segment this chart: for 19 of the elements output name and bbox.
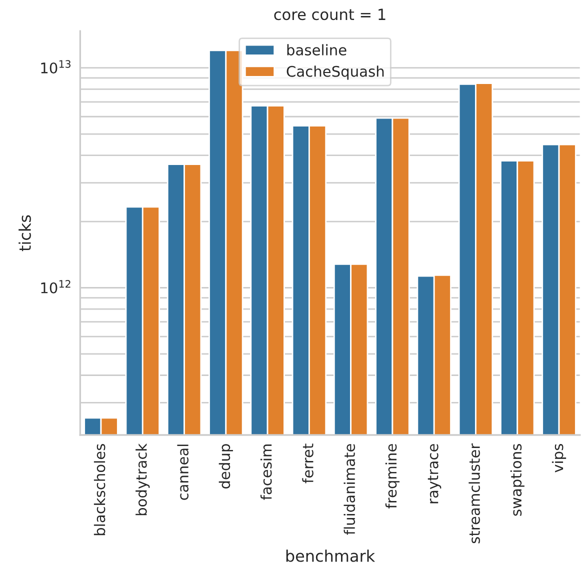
x-tick-label: swaptions <box>510 444 524 516</box>
x-tick-label: ferret <box>302 444 314 484</box>
y-tick-label: 10$^{12}$ <box>41 280 70 294</box>
y-tick-label: 10$^{13}$ <box>41 60 70 74</box>
x-tick-label: fluidanimate <box>344 444 356 535</box>
legend-label: CacheSquash <box>286 66 384 80</box>
x-tick-label: streamcluster <box>468 443 480 544</box>
x-tick-label: bodytrack <box>136 443 150 516</box>
x-tick-label: canneal <box>177 444 189 500</box>
legend-label: baseline <box>287 44 346 56</box>
x-tick-label: dedup <box>218 444 233 489</box>
y-axis-title: ticks <box>18 215 31 252</box>
x-tick-label: facesim <box>260 444 272 500</box>
x-tick-label: raytrace <box>428 444 442 504</box>
x-tick-label: vips <box>552 444 566 472</box>
x-tick-label: freqmine <box>385 444 400 508</box>
x-tick-label: blackscholes <box>94 444 106 536</box>
x-axis-title: benchmark <box>286 550 376 562</box>
chart-title: core count = 1 <box>274 8 386 20</box>
